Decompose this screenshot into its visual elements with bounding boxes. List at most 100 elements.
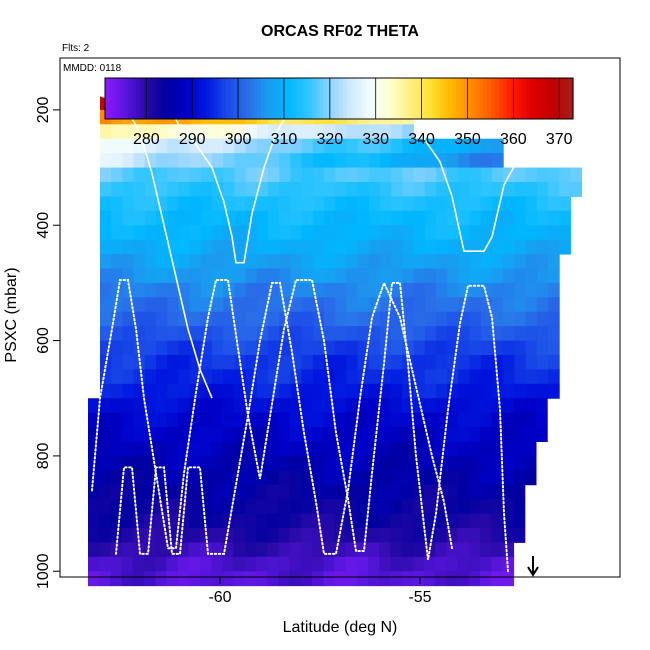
heatmap-cell	[457, 412, 470, 428]
heatmap-cell	[525, 354, 538, 370]
heatmap-cell	[111, 297, 123, 313]
heatmap-cell	[368, 369, 381, 385]
heatmap-cell	[144, 455, 156, 471]
heatmap-cell	[156, 239, 168, 255]
heatmap-cell	[245, 311, 258, 327]
heatmap-cell	[390, 513, 403, 529]
heatmap-cell	[144, 571, 156, 587]
heatmap-cell	[233, 527, 246, 543]
heatmap-cell	[345, 470, 358, 486]
heatmap-cell	[312, 398, 324, 414]
heatmap-cell	[279, 196, 291, 212]
heatmap-cell	[435, 527, 447, 543]
heatmap-cell	[457, 499, 470, 515]
heatmap-cell	[121, 441, 134, 457]
heatmap-cell	[514, 311, 527, 327]
heatmap-cell	[167, 369, 179, 385]
colorbar-swatch	[319, 78, 324, 119]
heatmap-cell	[289, 427, 302, 442]
heatmap-cell	[368, 124, 381, 140]
heatmap-cell	[548, 383, 560, 399]
heatmap-cell	[379, 484, 391, 500]
heatmap-cell	[256, 138, 269, 154]
heatmap-cell	[200, 542, 212, 558]
heatmap-cell	[156, 354, 168, 370]
heatmap-cell	[524, 412, 537, 428]
heatmap-cell	[121, 499, 134, 515]
heatmap-cell	[156, 254, 168, 269]
heatmap-cell	[233, 499, 246, 515]
heatmap-cell	[156, 138, 168, 154]
heatmap-cell	[301, 239, 314, 255]
heatmap-cell	[312, 340, 325, 356]
heatmap-cell	[457, 527, 470, 543]
heatmap-cell	[234, 210, 247, 226]
heatmap-cell	[379, 556, 391, 572]
heatmap-cell	[99, 441, 111, 457]
heatmap-cell	[379, 527, 391, 543]
heatmap-cell	[446, 542, 459, 558]
heatmap-cell	[223, 196, 235, 212]
heatmap-cell	[301, 167, 314, 183]
heatmap-cell	[424, 484, 436, 500]
heatmap-cell	[167, 181, 179, 197]
heatmap-cell	[212, 282, 224, 298]
heatmap-cell	[412, 542, 425, 558]
heatmap-cell	[525, 210, 538, 226]
heatmap-cell	[380, 268, 392, 284]
heatmap-cell	[244, 412, 257, 428]
heatmap-cell	[200, 239, 213, 255]
heatmap-cell	[111, 138, 123, 154]
heatmap-cell	[100, 239, 112, 255]
heatmap-cell	[268, 124, 280, 140]
heatmap-cell	[323, 427, 335, 442]
heatmap-cell	[469, 383, 482, 399]
heatmap-cell	[469, 340, 482, 356]
heatmap-cell	[356, 427, 369, 442]
heatmap-cell	[536, 196, 549, 212]
colorbar-swatch	[241, 78, 246, 119]
heatmap-cell	[222, 470, 235, 486]
heatmap-cell	[100, 369, 112, 385]
heatmap-cell	[290, 383, 303, 399]
heatmap-cell	[223, 268, 235, 284]
heatmap-cell	[233, 542, 246, 558]
heatmap-cell	[234, 153, 247, 169]
heatmap-cell	[401, 484, 414, 500]
heatmap-cell	[435, 556, 447, 572]
heatmap-cell	[368, 239, 381, 255]
heatmap-cell	[132, 427, 145, 442]
colorbar-swatch	[249, 78, 254, 119]
heatmap-cell	[346, 354, 359, 370]
heatmap-cell	[413, 167, 426, 183]
heatmap-cell	[503, 210, 515, 226]
colorbar-tick-label: 340	[408, 131, 435, 148]
heatmap-cell	[300, 542, 313, 558]
chart-title: ORCAS RF02 THETA	[261, 23, 419, 40]
heatmap-cell	[167, 153, 179, 169]
heatmap-cell	[391, 354, 403, 370]
colorbar-swatch	[214, 78, 219, 119]
heatmap-cell	[211, 542, 223, 558]
colorbar-swatch	[272, 78, 278, 119]
colorbar-tick-label: 350	[454, 131, 481, 148]
heatmap-cell	[447, 311, 459, 327]
heatmap-cell	[458, 340, 471, 356]
heatmap-cell	[144, 513, 156, 529]
heatmap-cell	[424, 254, 437, 269]
heatmap-cell	[279, 311, 291, 327]
heatmap-cell	[324, 268, 336, 284]
heatmap-cell	[536, 398, 548, 414]
heatmap-cell	[548, 210, 560, 226]
heatmap-cell	[492, 239, 504, 255]
heatmap-cell	[267, 571, 279, 587]
heatmap-cell	[346, 282, 359, 298]
heatmap-cell	[492, 254, 504, 269]
heatmap-cell	[413, 153, 426, 169]
heatmap-cell	[290, 124, 303, 140]
heatmap-cell	[121, 527, 134, 543]
heatmap-cell	[111, 167, 123, 183]
heatmap-cell	[346, 297, 359, 313]
heatmap-cell	[189, 225, 202, 241]
heatmap-cell	[368, 340, 381, 356]
